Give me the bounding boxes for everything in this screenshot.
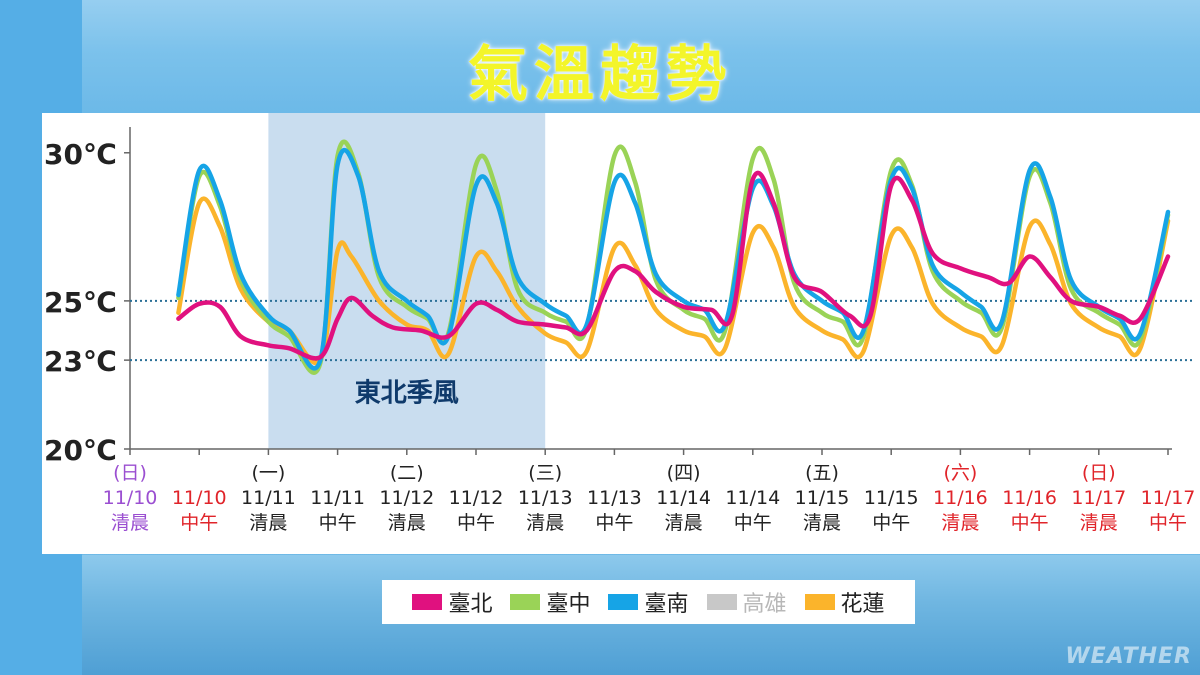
chart-panel: 東北季風 30℃ 25℃ 23℃ 20℃ (日) 11/10 清晨 11/10 中午 (一) 11/1… [42,113,1200,554]
y-tick-label-30: 30℃ [44,138,117,171]
legend-swatch-kaohsiung [706,594,737,610]
x-label-date: 11/12 [449,487,504,509]
legend-swatch-taipei [412,594,443,610]
x-label-date: 11/14 [725,487,780,509]
x-label-time: 中午 [595,512,633,534]
x-label-day: (日) [1082,462,1116,484]
legend-swatch-hualien [804,594,835,610]
legend-label-taichung: 臺中 [546,592,591,617]
x-label-day: (一) [251,462,285,484]
legend-item-tainan[interactable]: 臺南 [608,586,689,618]
legend-swatch-taichung [510,594,541,610]
legend-item-hualien[interactable]: 花蓮 [804,586,885,618]
x-label-day: (六) [943,462,977,484]
legend-item-taipei[interactable]: 臺北 [412,586,492,618]
x-label-day: (日) [113,462,147,484]
x-label-time: 中午 [872,512,910,534]
x-label-date: 11/17 [1071,487,1126,509]
x-label-date: 11/15 [795,487,850,509]
x-label-date: 11/10 [103,487,158,509]
x-label-date: 11/16 [933,487,988,509]
x-label-time: 中午 [319,512,357,534]
series-line-taichung [176,139,1171,375]
legend-label-kaohsiung: 高雄 [742,592,787,617]
x-label-time: 清晨 [1080,512,1118,534]
x-label-date: 11/15 [864,487,919,509]
x-label-date: 11/11 [241,487,296,509]
watermark-logo: WEATHER [1065,644,1192,669]
x-label-time: 清晨 [249,512,287,534]
temperature-chart: 東北季風30℃25℃23℃20℃(日)11/10清晨11/10中午(一)11/1… [44,113,1196,534]
legend-item-kaohsiung[interactable]: 高雄 [706,586,787,618]
x-label-day: (四) [667,462,701,484]
x-label-date: 11/10 [172,487,227,509]
legend-label-tainan: 臺南 [644,592,689,617]
x-label-time: 清晨 [111,512,149,534]
x-label-date: 11/13 [587,487,642,509]
legend-swatch-tainan [608,594,639,610]
monsoon-shaded-region [268,113,546,449]
x-label-time: 中午 [734,512,772,534]
x-label-time: 中午 [457,512,495,534]
x-label-date: 11/12 [379,487,434,509]
legend-label-hualien: 花蓮 [840,592,885,617]
x-label-time: 清晨 [803,512,841,534]
x-label-date: 11/11 [310,487,365,509]
x-label-time: 中午 [1011,512,1049,534]
y-tick-label-23: 23℃ [44,345,117,378]
series-line-tainan [176,147,1171,371]
x-label-day: (三) [528,462,562,484]
legend-label-taipei: 臺北 [448,592,493,617]
x-label-date: 11/16 [1002,487,1057,509]
x-label-time: 清晨 [388,512,426,534]
y-tick-label-25: 25℃ [44,286,117,319]
chart-title: 氣溫趨勢 [468,40,732,110]
series-line-hualien [176,196,1171,366]
x-label-date: 11/17 [1141,487,1196,509]
legend: 臺北 臺中 臺南 高雄 花蓮 [382,580,915,624]
x-label-time: 清晨 [526,512,564,534]
x-label-time: 清晨 [665,512,703,534]
x-label-time: 清晨 [941,512,979,534]
x-label-date: 11/14 [656,487,711,509]
x-label-time: 中午 [1149,512,1187,534]
y-tick-label-20: 20℃ [44,434,117,467]
x-label-day: (二) [390,462,424,484]
x-label-time: 中午 [180,512,218,534]
x-label-day: (五) [805,462,839,484]
series-line-taipei [176,170,1171,361]
x-label-date: 11/13 [518,487,573,509]
background-sky [82,0,1200,115]
legend-item-taichung[interactable]: 臺中 [510,586,590,618]
monsoon-label: 東北季風 [355,379,459,409]
